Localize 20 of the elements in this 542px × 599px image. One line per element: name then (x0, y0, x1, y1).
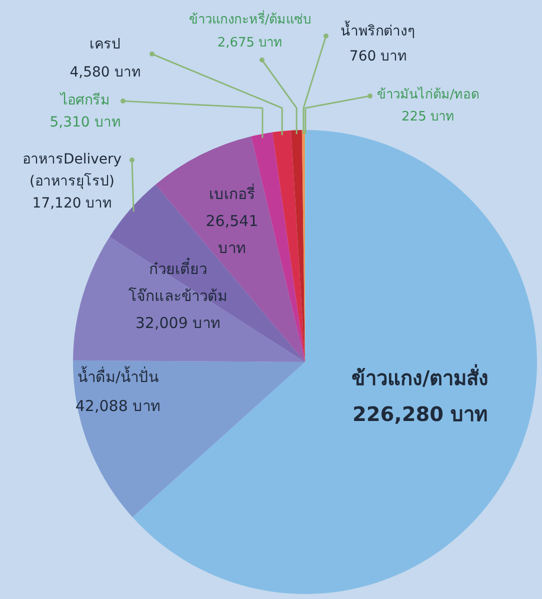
slice-label: เครป (90, 36, 120, 53)
data-label: 225 บาท (402, 109, 454, 124)
data-label: 5,310 บาท (50, 114, 120, 131)
slice-label: เบเกอรี่ (209, 182, 255, 203)
slice-label: น้ำดื่ม/น้ำปั่น (77, 366, 159, 386)
data-label: 26,541 บาท (206, 212, 258, 257)
data-label: 2,675 บาท (217, 35, 283, 50)
data-label: 17,120 บาท (32, 196, 112, 212)
slice-label: ไอศกรีม (60, 92, 110, 109)
data-label: 4,580 บาท (70, 64, 140, 81)
slice-label: ข้าวแกง/ตามสั่ง (351, 363, 489, 390)
data-label: 226,280 บาท (352, 402, 488, 426)
slice-label: อาหารDelivery (อาหารยุโรป) (22, 152, 122, 190)
data-label: 760 บาท (349, 48, 407, 65)
slice-label: ข้าวมันไก่ต้ม/ทอด (376, 86, 480, 102)
slice-label: ข้าวแกงกะหรี่/ต้มแซ่บ (188, 10, 312, 28)
data-label: 42,088 บาท (75, 396, 161, 415)
data-label: 32,009 บาท (135, 314, 221, 332)
slice-label: ก๋วยเตี๋ยว โจ๊กและข้าวต้ม (128, 256, 228, 305)
slice-label: น้ำพริกต่างๆ (340, 20, 416, 40)
